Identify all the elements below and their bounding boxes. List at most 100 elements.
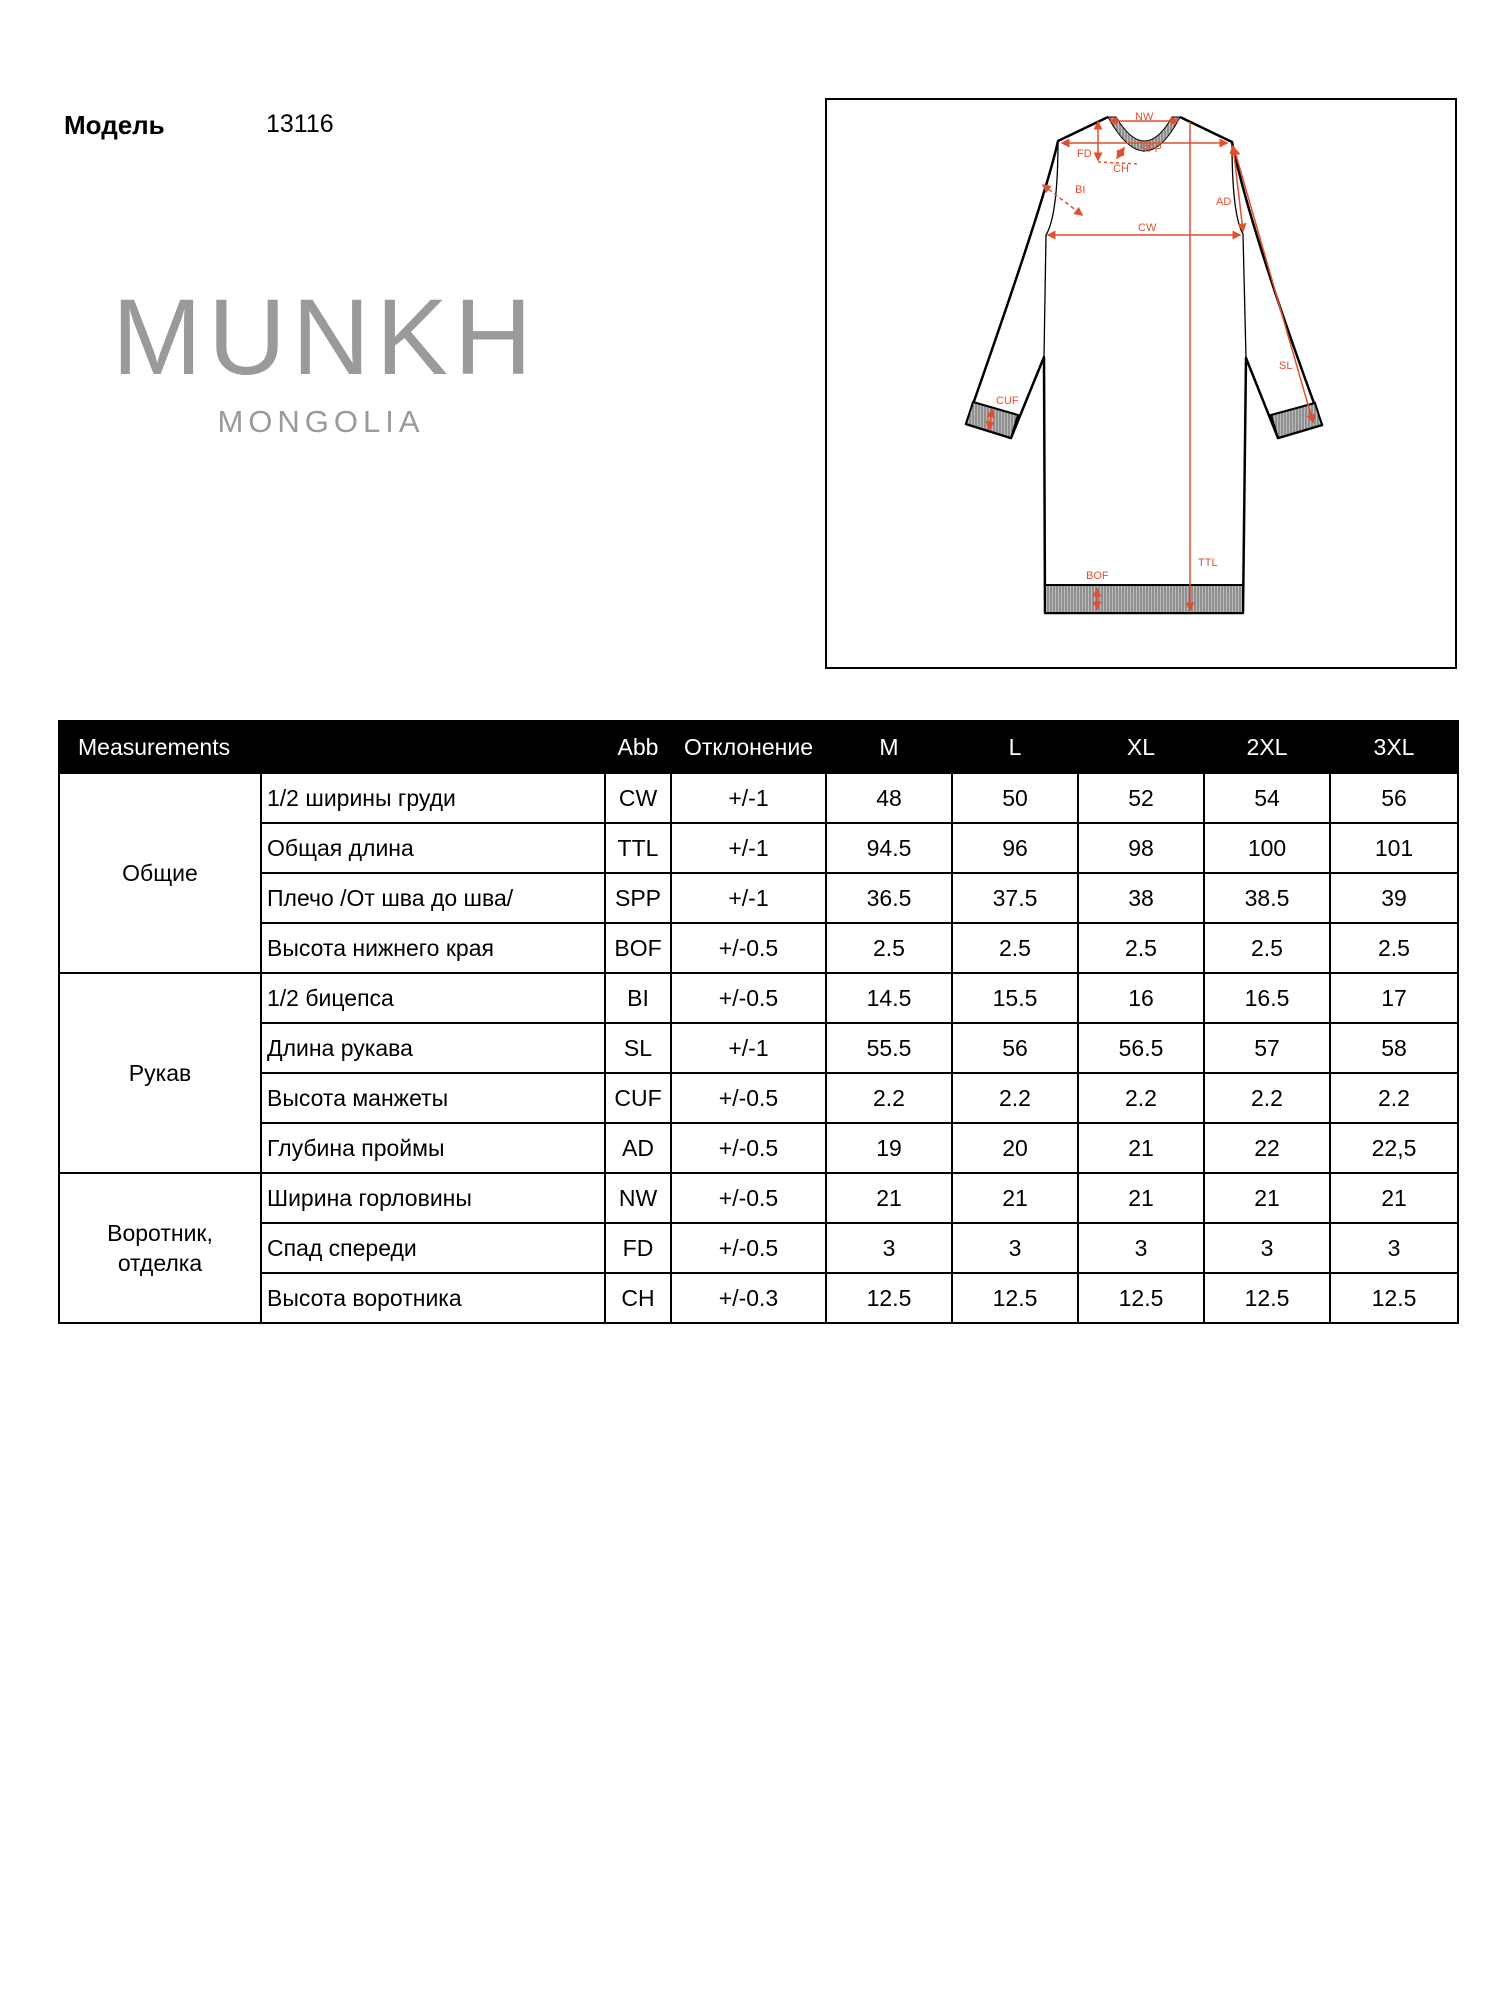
measurement-name: Спад спереди bbox=[260, 1222, 606, 1274]
size-value: 21 bbox=[1077, 1122, 1205, 1174]
tolerance: +/-0.5 bbox=[670, 972, 827, 1024]
label-bof: BOF bbox=[1086, 570, 1109, 582]
dress-sketch: NW SPP FD CH BI AD CW SL CUF TTL BOF bbox=[964, 111, 1324, 615]
size-value: 2.5 bbox=[825, 922, 953, 974]
group-name: Общие bbox=[58, 772, 262, 974]
brand-logo: MUNKH MONGOLIA bbox=[112, 276, 538, 440]
measurement-name: Глубина проймы bbox=[260, 1122, 606, 1174]
tolerance: +/-1 bbox=[670, 1022, 827, 1074]
size-value: 21 bbox=[1203, 1172, 1331, 1224]
size-value: 2.2 bbox=[1077, 1072, 1205, 1124]
size-value: 12.5 bbox=[1077, 1272, 1205, 1324]
label-spp: SPP bbox=[1140, 143, 1162, 155]
table-row: Рукав 1/2 бицепса BI +/-0.5 14.5 15.5 16 16.5 17 bbox=[58, 972, 1459, 1174]
size-value: 38.5 bbox=[1203, 872, 1331, 924]
size-value: 16 bbox=[1077, 972, 1205, 1024]
size-value: 21 bbox=[1077, 1172, 1205, 1224]
size-value: 55.5 bbox=[825, 1022, 953, 1074]
size-value: 101 bbox=[1329, 822, 1459, 874]
label-ch: CH bbox=[1113, 163, 1129, 175]
model-label: Модель bbox=[64, 110, 165, 140]
size-value: 2.2 bbox=[951, 1072, 1079, 1124]
size-value: 2.2 bbox=[1329, 1072, 1459, 1124]
table-row: Воротник, отделка Ширина горловины NW +/-0.5… bbox=[58, 1172, 1459, 1324]
table-row: Глубина проймы AD +/-0.5 19 20 21 22 22,5 bbox=[59, 1122, 1459, 1174]
size-value: 2.5 bbox=[1077, 922, 1205, 974]
abbreviation: TTL bbox=[604, 822, 672, 874]
tolerance: +/-1 bbox=[670, 822, 827, 874]
tolerance: +/-1 bbox=[670, 872, 827, 924]
abbreviation: AD bbox=[604, 1122, 672, 1174]
size-value: 12.5 bbox=[1329, 1272, 1459, 1324]
tolerance: +/-0.5 bbox=[670, 922, 827, 974]
tolerance: +/-0.3 bbox=[670, 1272, 827, 1324]
header-size-m: M bbox=[825, 720, 953, 774]
size-value: 12.5 bbox=[825, 1272, 953, 1324]
size-value: 14.5 bbox=[825, 972, 953, 1024]
size-value: 38 bbox=[1077, 872, 1205, 924]
label-sl: SL bbox=[1279, 360, 1292, 372]
size-value: 2.5 bbox=[1329, 922, 1459, 974]
size-chart-table: Measurements Abb Отклонение M L XL 2XL 3… bbox=[58, 720, 1459, 1324]
size-value: 37.5 bbox=[951, 872, 1079, 924]
size-value: 21 bbox=[951, 1172, 1079, 1224]
size-value: 3 bbox=[951, 1222, 1079, 1274]
size-value: 48 bbox=[825, 772, 953, 824]
size-value: 2.2 bbox=[1203, 1072, 1331, 1124]
size-value: 56 bbox=[1329, 772, 1459, 824]
abbreviation: FD bbox=[604, 1222, 672, 1274]
size-value: 54 bbox=[1203, 772, 1331, 824]
measurement-name: Высота воротника bbox=[260, 1272, 606, 1324]
abbreviation: CW bbox=[604, 772, 672, 824]
size-value: 12.5 bbox=[951, 1272, 1079, 1324]
size-value: 22 bbox=[1203, 1122, 1331, 1174]
size-value: 98 bbox=[1077, 822, 1205, 874]
size-value: 52 bbox=[1077, 772, 1205, 824]
tolerance: +/-0.5 bbox=[670, 1222, 827, 1274]
size-value: 21 bbox=[1329, 1172, 1459, 1224]
size-value: 12.5 bbox=[1203, 1272, 1331, 1324]
size-value: 3 bbox=[1203, 1222, 1331, 1274]
abbreviation: SPP bbox=[604, 872, 672, 924]
measurement-name: 1/2 бицепса bbox=[260, 972, 606, 1024]
size-value: 3 bbox=[825, 1222, 953, 1274]
size-value: 50 bbox=[951, 772, 1079, 824]
table-row: Общая длина TTL +/-1 94.5 96 98 100 101 bbox=[59, 822, 1459, 874]
measurement-name: Плечо /От шва до шва/ bbox=[260, 872, 606, 924]
tolerance: +/-0.5 bbox=[670, 1172, 827, 1224]
group-name: Воротник, отделка bbox=[58, 1172, 262, 1324]
size-value: 36.5 bbox=[825, 872, 953, 924]
abbreviation: BI bbox=[604, 972, 672, 1024]
tolerance: +/-0.5 bbox=[670, 1072, 827, 1124]
size-value: 3 bbox=[1077, 1222, 1205, 1274]
logo-wordmark: MUNKH bbox=[112, 276, 538, 397]
abbreviation: BOF bbox=[604, 922, 672, 974]
header-measurements: Measurements bbox=[58, 720, 606, 774]
header-abb: Abb bbox=[604, 720, 672, 774]
size-value: 21 bbox=[825, 1172, 953, 1224]
size-value: 17 bbox=[1329, 972, 1459, 1024]
label-cw: CW bbox=[1138, 222, 1157, 234]
measurement-labels: NW SPP FD CH BI AD CW SL CUF TTL BOF bbox=[996, 111, 1292, 582]
measurement-lines bbox=[985, 116, 1316, 612]
abbreviation: NW bbox=[604, 1172, 672, 1224]
size-value: 16.5 bbox=[1203, 972, 1331, 1024]
header-size-2xl: 2XL bbox=[1203, 720, 1331, 774]
size-value: 19 bbox=[825, 1122, 953, 1174]
table-row: Плечо /От шва до шва/SPP +/-1 36.5 37.5 38 38… bbox=[59, 872, 1459, 924]
abbreviation: CH bbox=[604, 1272, 672, 1324]
header-tolerance: Отклонение bbox=[670, 720, 827, 774]
size-value: 20 bbox=[951, 1122, 1079, 1174]
table-row: Спад спереди FD +/-0.5 3 3 3 3 3 bbox=[59, 1222, 1459, 1274]
size-value: 3 bbox=[1329, 1222, 1459, 1274]
size-value: 15.5 bbox=[951, 972, 1079, 1024]
table-row: Высота нижнего края BOF +/-0.5 2.5 2.5 2.5 2.5… bbox=[59, 922, 1459, 974]
header-size-xl: XL bbox=[1077, 720, 1205, 774]
measurement-name: Высота нижнего края bbox=[260, 922, 606, 974]
size-value: 56 bbox=[951, 1022, 1079, 1074]
measurement-name: Длина рукава bbox=[260, 1022, 606, 1074]
size-value: 100 bbox=[1203, 822, 1331, 874]
measurement-name: Ширина горловины bbox=[260, 1172, 606, 1224]
label-ttl: TTL bbox=[1198, 557, 1218, 569]
group-name: Рукав bbox=[58, 972, 262, 1174]
